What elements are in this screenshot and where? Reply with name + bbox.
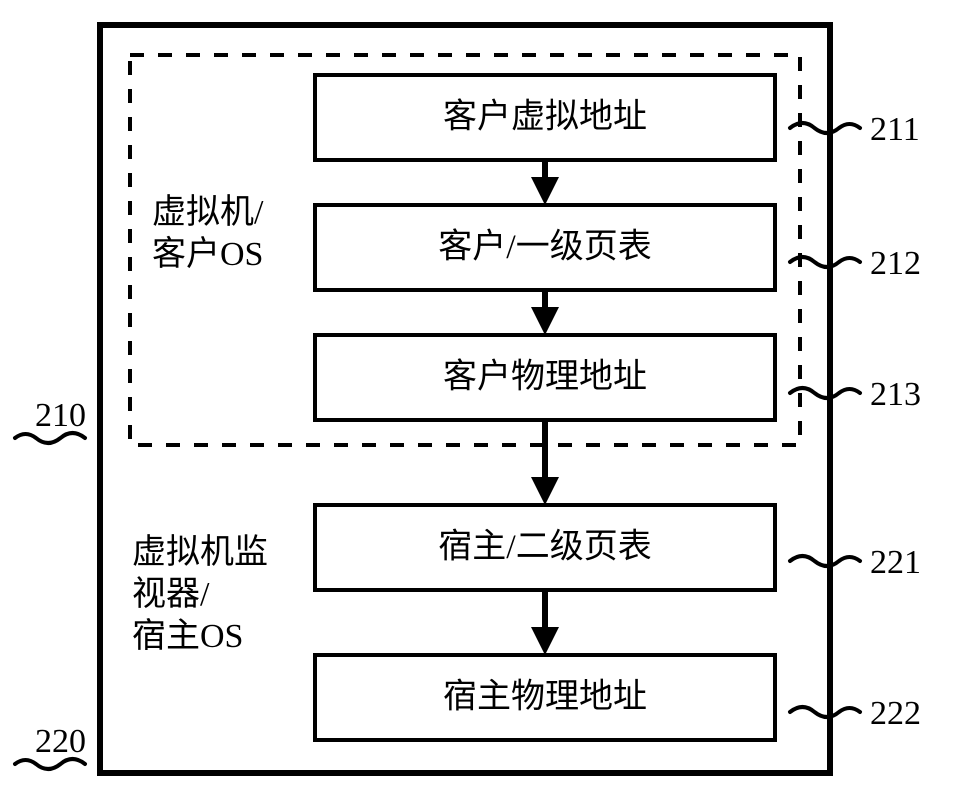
node-label-b212: 客户/一级页表	[438, 227, 651, 265]
side-label-0-line-1: 客户OS	[152, 235, 263, 273]
ref-num-222: 222	[870, 695, 921, 732]
node-label-b211: 客户虚拟地址	[443, 97, 647, 135]
node-label-b213: 客户物理地址	[443, 357, 647, 395]
ref-num-213: 213	[870, 376, 921, 413]
side-label-1-line-0: 虚拟机监	[132, 533, 268, 571]
ref-num-211: 211	[870, 111, 920, 148]
side-label-1-line-2: 宿主OS	[132, 617, 243, 655]
node-label-b222: 宿主物理地址	[443, 677, 647, 715]
ref-num-212: 212	[870, 245, 921, 282]
ref-num-221: 221	[870, 544, 921, 581]
ref-num-210: 210	[35, 397, 86, 434]
node-label-b221: 宿主/二级页表	[438, 527, 651, 565]
side-label-1-line-1: 视器/	[132, 576, 210, 613]
side-label-0-line-0: 虚拟机/	[152, 193, 264, 231]
ref-num-220: 220	[35, 723, 86, 760]
